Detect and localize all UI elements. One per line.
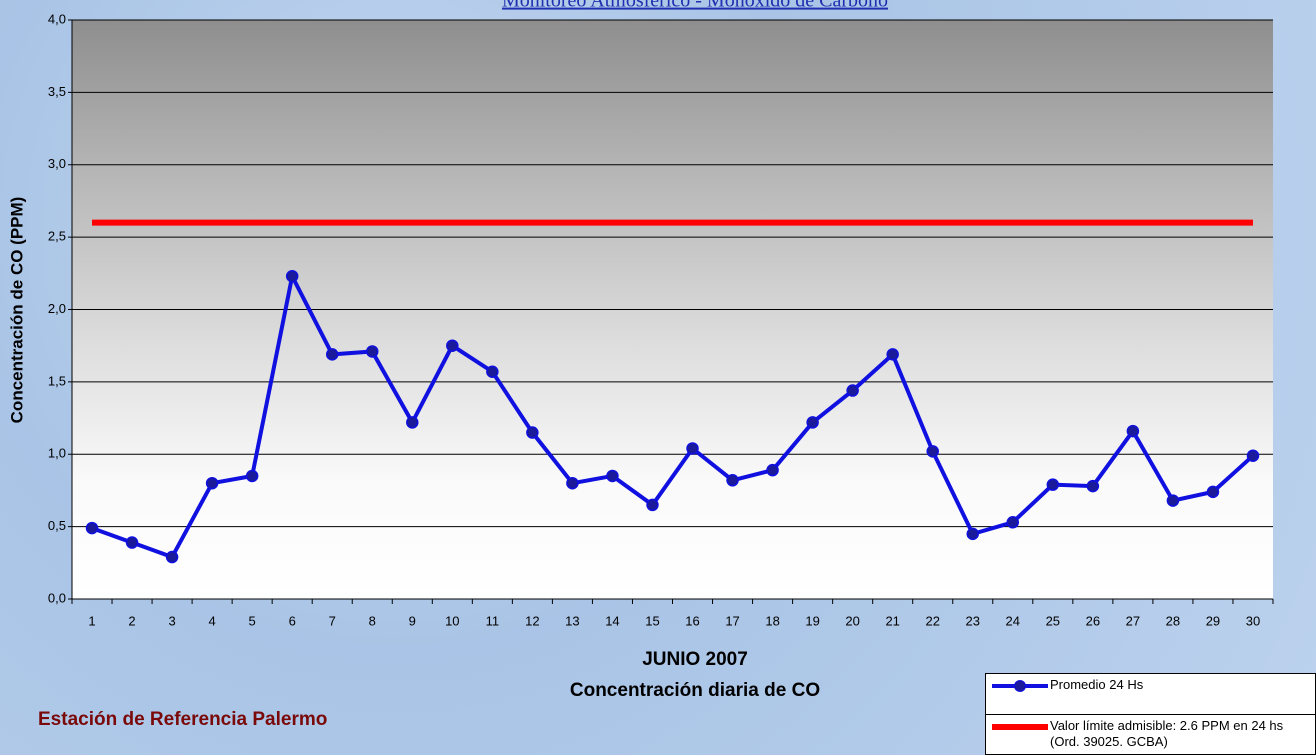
- legend-entry: Promedio 24 Hs: [986, 674, 1315, 714]
- legend-symbol: [992, 676, 1048, 696]
- x-tick-label: 22: [925, 613, 939, 628]
- data-point: [247, 470, 258, 481]
- data-point: [847, 385, 858, 396]
- y-tick-label: 1,0: [48, 446, 66, 461]
- data-point: [327, 349, 338, 360]
- x-tick-label: 23: [966, 613, 980, 628]
- x-tick-label: 17: [725, 613, 739, 628]
- page: Monitoreo Atmosférico - Monóxido de Carb…: [0, 0, 1316, 755]
- data-point: [1047, 479, 1058, 490]
- data-point: [87, 523, 98, 534]
- y-tick-label: 0,5: [48, 518, 66, 533]
- data-point: [607, 470, 618, 481]
- data-point: [687, 443, 698, 454]
- chart: Monitoreo Atmosférico - Monóxido de Carb…: [0, 0, 1316, 755]
- x-tick-label: 12: [525, 613, 539, 628]
- data-point: [1007, 517, 1018, 528]
- x-tick-label: 24: [1006, 613, 1020, 628]
- data-point: [1247, 450, 1258, 461]
- data-point: [1087, 481, 1098, 492]
- data-point: [927, 446, 938, 457]
- data-point: [887, 349, 898, 360]
- x-tick-label: 21: [885, 613, 899, 628]
- station-label: Estación de Referencia Palermo: [38, 709, 327, 730]
- data-point: [367, 346, 378, 357]
- x-tick-label: 2: [128, 613, 135, 628]
- data-point: [767, 465, 778, 476]
- y-tick-label: 4,0: [48, 11, 66, 26]
- data-point: [127, 537, 138, 548]
- legend-marker: [1015, 681, 1026, 692]
- data-point: [1127, 426, 1138, 437]
- x-tick-label: 4: [208, 613, 215, 628]
- x-tick-label: 9: [409, 613, 416, 628]
- data-point: [287, 271, 298, 282]
- data-point: [407, 417, 418, 428]
- y-tick-label: 1,5: [48, 373, 66, 388]
- x-tick-label: 25: [1046, 613, 1060, 628]
- x-tick-label: 18: [765, 613, 779, 628]
- x-tick-label: 6: [289, 613, 296, 628]
- x-tick-label: 30: [1246, 613, 1260, 628]
- x-tick-label: 10: [445, 613, 459, 628]
- data-point: [1167, 495, 1178, 506]
- data-point: [807, 417, 818, 428]
- x-tick-label: 11: [486, 613, 500, 628]
- legend-entry: Valor límite admisible: 2.6 PPM en 24 hs…: [986, 714, 1315, 755]
- y-tick-label: 2,5: [48, 229, 66, 244]
- x-tick-label: 3: [168, 613, 175, 628]
- chart-title: Monitoreo Atmosférico - Monóxido de Carb…: [502, 0, 888, 12]
- legend: Promedio 24 Hs Valor límite admisible: 2.…: [985, 673, 1316, 755]
- y-tick-label: 2,0: [48, 301, 66, 316]
- x-tick-label: 26: [1086, 613, 1100, 628]
- data-point: [1207, 486, 1218, 497]
- data-point: [967, 528, 978, 539]
- x-tick-label: 15: [645, 613, 659, 628]
- x-tick-label: 7: [329, 613, 336, 628]
- data-point: [447, 340, 458, 351]
- x-tick-label: 20: [845, 613, 859, 628]
- data-point: [647, 499, 658, 510]
- x-tick-label: 1: [88, 613, 95, 628]
- x-axis-label: JUNIO 2007: [642, 649, 748, 670]
- y-tick-label: 3,0: [48, 156, 66, 171]
- x-tick-label: 28: [1166, 613, 1180, 628]
- y-tick-label: 0,0: [48, 590, 66, 605]
- data-point: [567, 478, 578, 489]
- x-tick-label: 8: [369, 613, 376, 628]
- data-point: [167, 552, 178, 563]
- data-point: [487, 366, 498, 377]
- legend-label: Valor límite admisible: 2.6 PPM en 24 hs…: [1050, 718, 1312, 750]
- y-axis-label: Concentración de CO (PPM): [7, 197, 26, 424]
- x-tick-label: 13: [565, 613, 579, 628]
- legend-label: Promedio 24 Hs: [1050, 677, 1312, 693]
- data-point: [727, 475, 738, 486]
- y-tick-label: 3,5: [48, 84, 66, 99]
- data-point: [527, 427, 538, 438]
- legend-symbol: [992, 717, 1048, 737]
- x-tick-label: 16: [685, 613, 699, 628]
- x-tick-label: 19: [805, 613, 819, 628]
- x-tick-label: 29: [1206, 613, 1220, 628]
- x-tick-label: 27: [1126, 613, 1140, 628]
- x-tick-label: 14: [605, 613, 619, 628]
- subtitle: Concentración diaria de CO: [570, 680, 820, 701]
- data-point: [207, 478, 218, 489]
- x-tick-label: 5: [249, 613, 256, 628]
